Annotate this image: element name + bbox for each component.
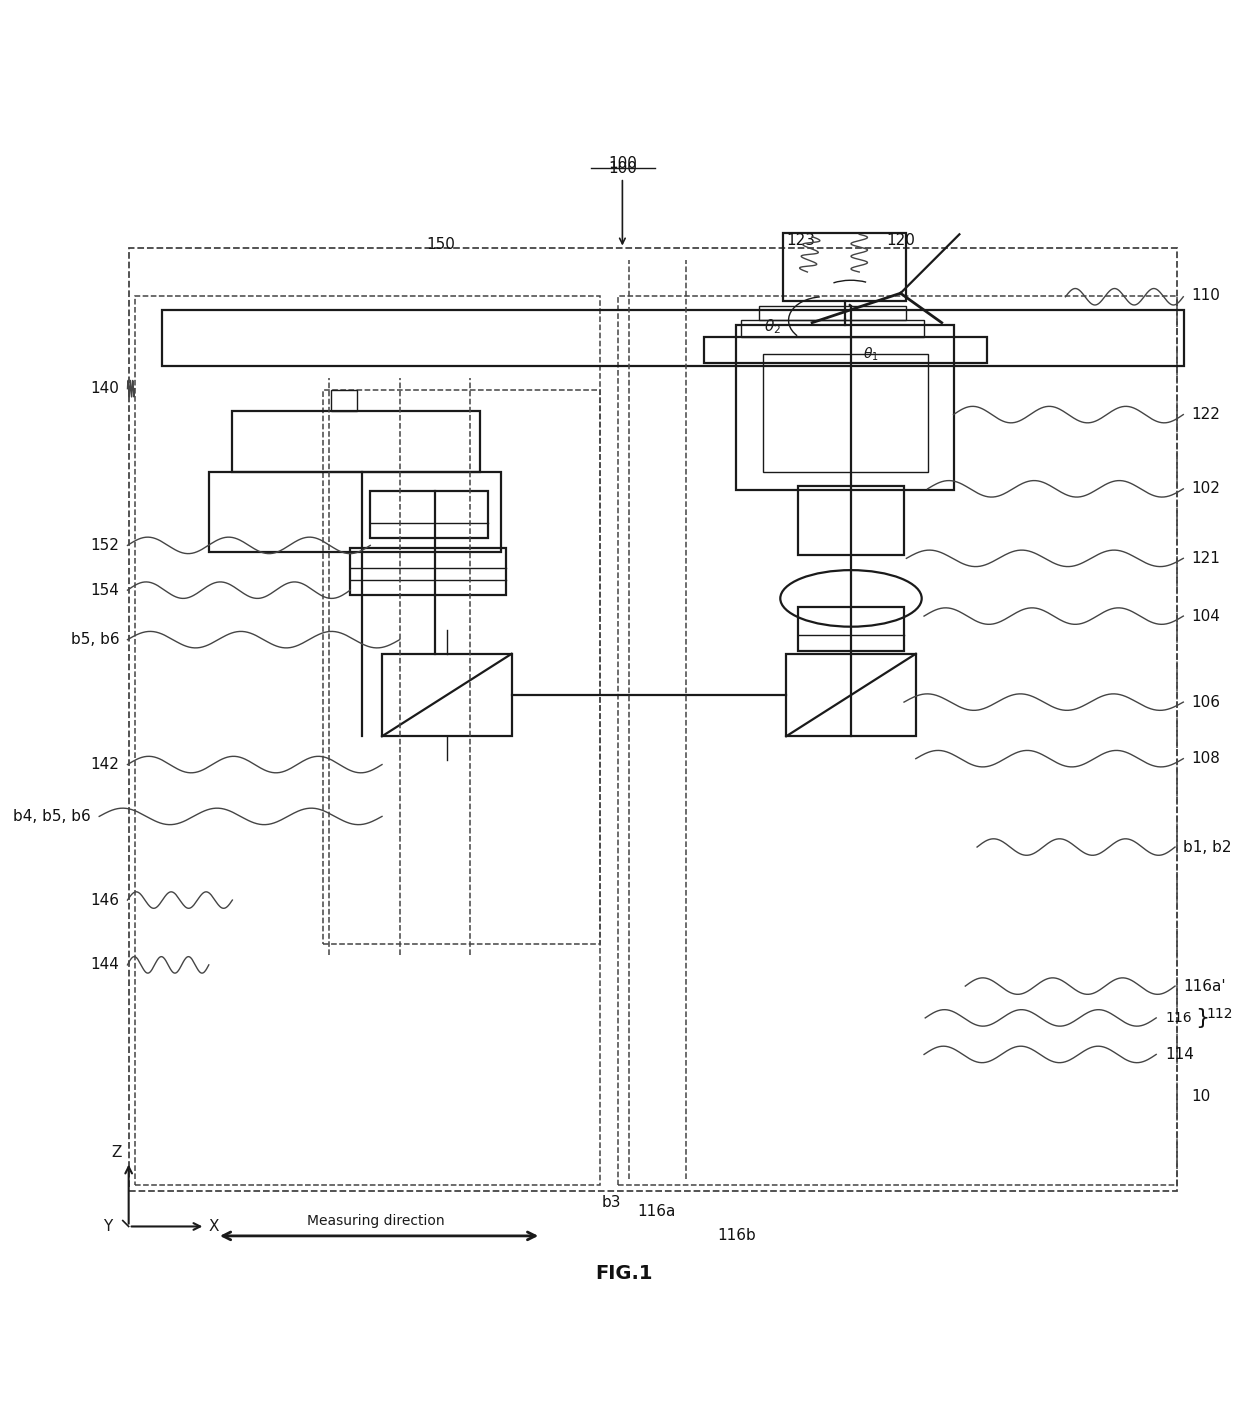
Text: 122: 122 bbox=[1192, 406, 1220, 422]
Text: X: X bbox=[208, 1219, 218, 1233]
Text: 123: 123 bbox=[786, 232, 815, 248]
Text: 100: 100 bbox=[608, 156, 637, 171]
Text: 10: 10 bbox=[1192, 1089, 1210, 1104]
Text: 140: 140 bbox=[91, 381, 119, 396]
Text: $\theta_1$: $\theta_1$ bbox=[863, 346, 879, 362]
Bar bbox=[763, 354, 928, 473]
Text: }: } bbox=[1195, 1008, 1209, 1028]
Bar bbox=[759, 306, 906, 320]
Text: 100: 100 bbox=[608, 161, 637, 176]
Text: 146: 146 bbox=[91, 892, 119, 908]
Bar bbox=[786, 654, 916, 736]
Text: 110: 110 bbox=[1192, 287, 1220, 303]
Text: 104: 104 bbox=[1192, 609, 1220, 623]
Bar bbox=[129, 248, 1178, 1191]
Text: 144: 144 bbox=[91, 957, 119, 973]
Text: 116a: 116a bbox=[637, 1204, 676, 1219]
Bar bbox=[799, 487, 904, 555]
Text: 154: 154 bbox=[91, 582, 119, 598]
Text: 114: 114 bbox=[1166, 1046, 1194, 1062]
Text: 150: 150 bbox=[427, 238, 455, 252]
Text: 112: 112 bbox=[1207, 1007, 1234, 1021]
Text: b1, b2: b1, b2 bbox=[1183, 840, 1231, 854]
Text: 121: 121 bbox=[1192, 551, 1220, 566]
Text: b5, b6: b5, b6 bbox=[71, 632, 119, 647]
Bar bbox=[742, 320, 924, 337]
Text: b4, b5, b6: b4, b5, b6 bbox=[14, 809, 91, 824]
Bar bbox=[331, 389, 357, 411]
Bar bbox=[161, 310, 1184, 367]
Text: Z: Z bbox=[112, 1144, 122, 1160]
Bar bbox=[782, 234, 906, 302]
Text: 106: 106 bbox=[1192, 695, 1220, 709]
Bar bbox=[382, 654, 512, 736]
Bar bbox=[704, 337, 987, 362]
Bar bbox=[324, 389, 600, 943]
Text: FIG.1: FIG.1 bbox=[595, 1264, 652, 1283]
Text: 152: 152 bbox=[91, 538, 119, 552]
Text: 116: 116 bbox=[1166, 1011, 1192, 1025]
Bar bbox=[371, 491, 489, 538]
Text: 116a': 116a' bbox=[1183, 978, 1226, 994]
Text: 142: 142 bbox=[91, 758, 119, 772]
Text: 108: 108 bbox=[1192, 750, 1220, 766]
Text: 116b: 116b bbox=[717, 1229, 756, 1243]
Text: $\theta_2$: $\theta_2$ bbox=[764, 317, 780, 336]
Text: 120: 120 bbox=[887, 232, 915, 248]
Text: Measuring direction: Measuring direction bbox=[308, 1214, 445, 1228]
Text: b3: b3 bbox=[603, 1195, 621, 1211]
Bar bbox=[799, 606, 904, 651]
Bar bbox=[735, 326, 954, 490]
Text: Y: Y bbox=[103, 1219, 112, 1233]
Bar bbox=[208, 473, 501, 552]
Bar bbox=[350, 548, 506, 595]
Bar bbox=[135, 296, 600, 1185]
Text: 102: 102 bbox=[1192, 481, 1220, 497]
Bar bbox=[618, 296, 1178, 1185]
Bar bbox=[232, 411, 480, 473]
